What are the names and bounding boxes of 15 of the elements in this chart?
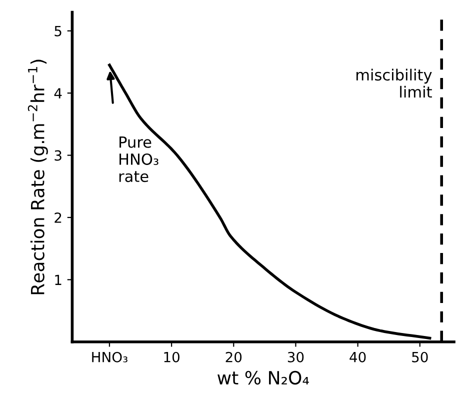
y-tick-label: 3 [54,150,62,161]
ref-line-label: miscibility limit [356,68,432,98]
x-tick-label: 30 [288,352,304,362]
x-tick-label: 20 [226,352,242,362]
y-axis-title: Reaction Rate (g.m$^{−2}$hr$^{−1}$) [28,60,48,294]
x-axis-title: wt % N₂O₄ [218,370,309,385]
x-tick-label: HNO₃ [92,352,128,362]
x-tick-label: 10 [164,352,180,362]
y-tick-label: 2 [54,212,62,223]
x-tick-label: 40 [350,352,366,362]
y-tick-label: 4 [54,88,62,98]
y-tick-label: 5 [54,26,62,36]
y-tick-label: 1 [55,274,62,285]
annotation: Pure HNO₃ rate [119,136,158,182]
x-tick-label: 50 [412,352,428,362]
